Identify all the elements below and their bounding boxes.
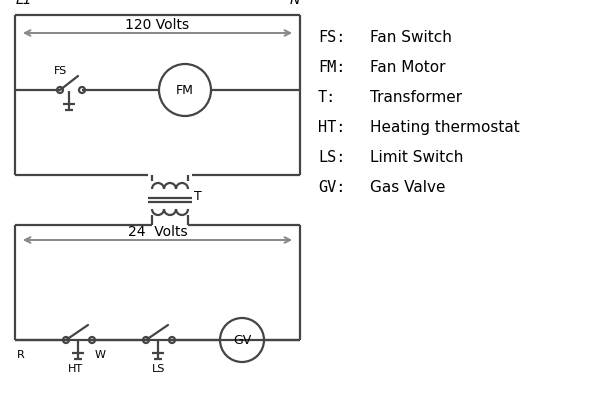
Text: L1: L1 [16,0,32,7]
Text: Transformer: Transformer [370,90,462,105]
Text: FM:: FM: [318,60,345,75]
Text: FS: FS [54,66,67,76]
Text: Fan Motor: Fan Motor [370,60,445,75]
Text: N: N [290,0,300,7]
Text: T: T [194,190,202,203]
Text: W: W [95,350,106,360]
Text: 24  Volts: 24 Volts [127,225,187,239]
Text: FS:: FS: [318,30,345,45]
Text: Heating thermostat: Heating thermostat [370,120,520,135]
Text: T:: T: [318,90,336,105]
Text: Limit Switch: Limit Switch [370,150,463,165]
Text: R: R [17,350,25,360]
Text: Gas Valve: Gas Valve [370,180,445,195]
Text: GV: GV [233,334,251,346]
Text: HT:: HT: [318,120,345,135]
Text: FM: FM [176,84,194,96]
Text: GV:: GV: [318,180,345,195]
Text: LS:: LS: [318,150,345,165]
Text: Fan Switch: Fan Switch [370,30,452,45]
Text: LS: LS [152,364,165,374]
Text: 120 Volts: 120 Volts [126,18,189,32]
Text: HT: HT [68,364,83,374]
